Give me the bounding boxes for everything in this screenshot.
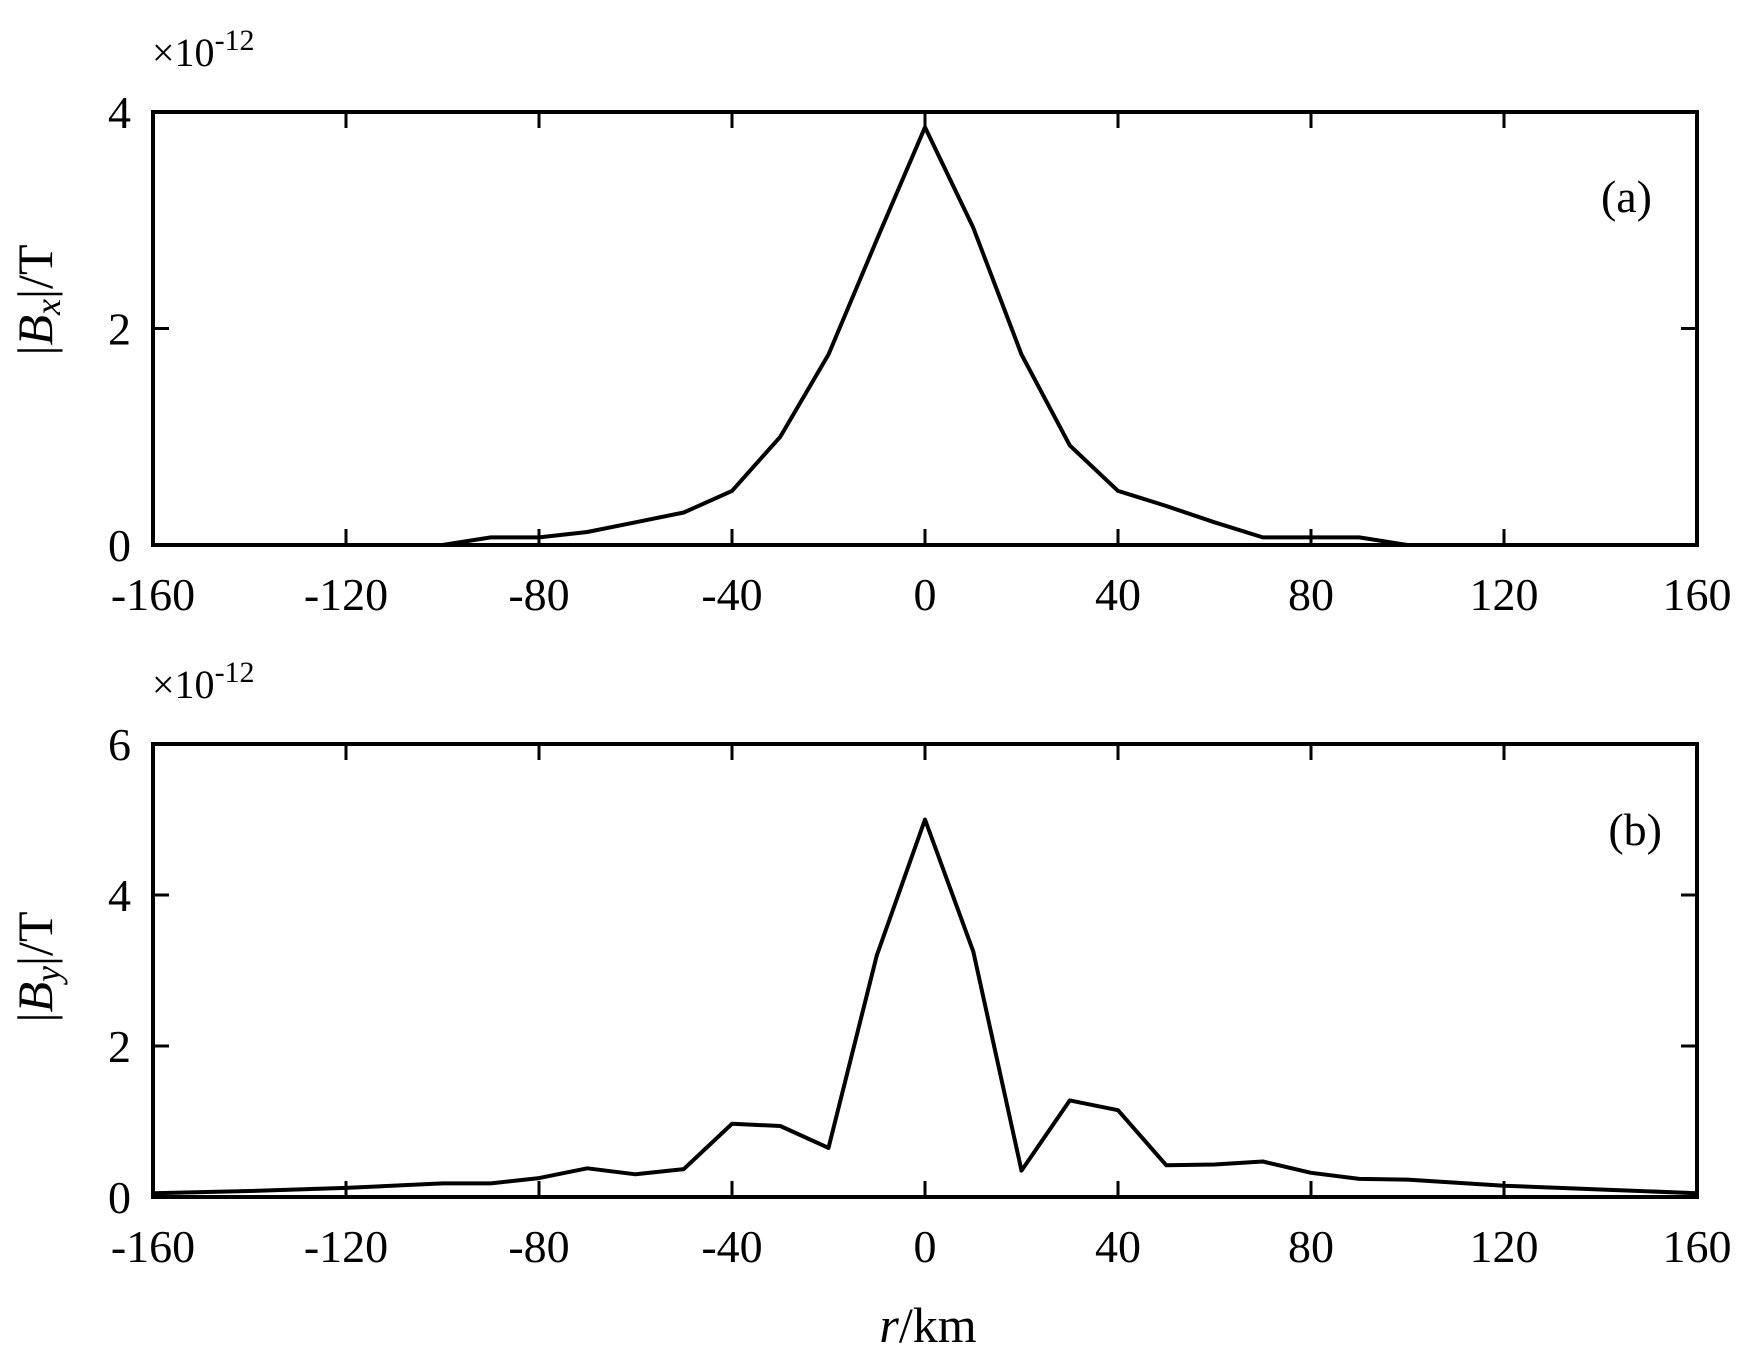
- plot-frame-b: [151, 742, 1699, 1199]
- x-tick-label-b: 120: [1470, 1221, 1539, 1272]
- y-tick-label-b: 0: [108, 1172, 131, 1223]
- y-tick-label-a: 4: [108, 87, 131, 138]
- x-axis-label-b: r/km: [879, 1297, 976, 1353]
- ticks-a: [151, 110, 1699, 547]
- x-tick-label-b: 160: [1663, 1221, 1732, 1272]
- y-tick-labels-b: 0 2 4 6: [108, 719, 131, 1223]
- y-tick-labels-a: 0 2 4: [108, 87, 131, 571]
- x-tick-label-a: -120: [304, 569, 388, 620]
- x-tick-label-b: -160: [111, 1221, 195, 1272]
- y-tick-label-b: 4: [108, 870, 131, 921]
- y-axis-label-b: |By|/T: [7, 912, 68, 1023]
- chart-panel-a: ×10-12 |Bx|/T (a) -160 -120 -80 -40 0 40 80 120…: [7, 24, 1732, 620]
- x-tick-label-b: 40: [1095, 1221, 1141, 1272]
- series-line-a: [153, 125, 1697, 547]
- x-tick-label-a: 80: [1288, 569, 1334, 620]
- x-tick-labels-b: -160 -120 -80 -40 0 40 80 120 160: [111, 1221, 1732, 1272]
- x-tick-label-a: 0: [914, 569, 937, 620]
- panel-label-a: (a): [1601, 171, 1652, 222]
- x-tick-label-a: 160: [1663, 569, 1732, 620]
- y-tick-label-b: 2: [108, 1021, 131, 1072]
- y-tick-label-b: 6: [108, 719, 131, 770]
- x-tick-label-a: -40: [701, 569, 762, 620]
- chart-panel-b: ×10-12 |By|/T (b) r/km -160 -120 -80 -40 0 40…: [7, 656, 1732, 1353]
- x-tick-label-b: -80: [508, 1221, 569, 1272]
- panel-label-b: (b): [1608, 804, 1662, 855]
- x-tick-label-b: 80: [1288, 1221, 1334, 1272]
- y-axis-label-a: |Bx|/T: [7, 245, 68, 356]
- series-line-b: [152, 817, 1698, 1196]
- x-tick-label-a: -80: [508, 569, 569, 620]
- ticks-b: [151, 742, 1699, 1199]
- x-tick-label-a: 120: [1470, 569, 1539, 620]
- x-tick-label-a: 40: [1095, 569, 1141, 620]
- multiplier-b: ×10-12: [152, 656, 255, 707]
- x-tick-label-a: -160: [111, 569, 195, 620]
- y-tick-label-a: 0: [108, 520, 131, 571]
- x-tick-label-b: -120: [304, 1221, 388, 1272]
- x-tick-labels-a: -160 -120 -80 -40 0 40 80 120 160: [111, 569, 1732, 620]
- x-tick-label-b: 0: [914, 1221, 937, 1272]
- plot-frame-a: [151, 110, 1699, 547]
- y-tick-label-a: 2: [108, 304, 131, 355]
- multiplier-a: ×10-12: [152, 24, 255, 75]
- x-tick-label-b: -40: [701, 1221, 762, 1272]
